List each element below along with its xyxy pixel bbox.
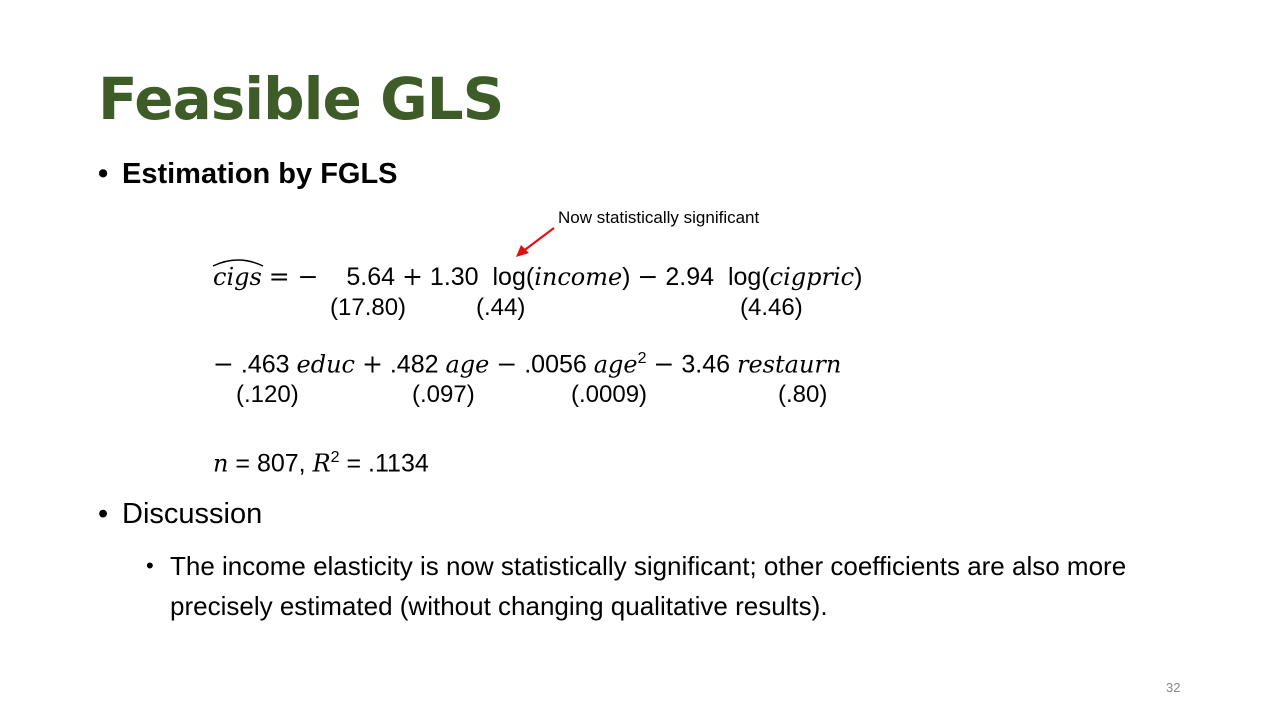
minus-sign: −: [637, 262, 659, 291]
bullet-discussion: • Discussion: [98, 500, 262, 529]
paren-close: ): [854, 263, 863, 291]
var-agesq: age: [593, 350, 638, 379]
equals-minus: = −: [268, 262, 319, 291]
minus-sign: −: [213, 349, 234, 379]
slide-title: Feasible GLS: [98, 65, 504, 133]
r-squared-value: = .1134: [346, 449, 429, 478]
var-cigpric: cigpric: [769, 263, 855, 291]
equation-row-3: n = 807, R2 = .1134: [213, 450, 429, 476]
bullet-estimation: • Estimation by FGLS: [98, 160, 398, 189]
var-income: income: [534, 263, 623, 291]
se-intercept: (17.80): [330, 294, 407, 321]
se-agesq: (.0009): [571, 381, 648, 408]
equation-row-1: cigs = − 5.64 + 1.30 log(income) − 2.94 …: [212, 259, 863, 291]
se-age: (.097): [412, 381, 475, 408]
coef-restaurn: 3.46: [681, 350, 731, 379]
log-fn: log(: [727, 263, 770, 291]
subbullet-dot: •: [146, 553, 154, 578]
equation-row-2: − .463 educ + .482 age − .0056 age2 − 3.…: [213, 351, 841, 377]
cigs-hat: cigs: [212, 259, 264, 291]
var-r: R: [312, 449, 331, 478]
coef-educ: .463: [240, 350, 290, 379]
coef-age: .482: [389, 350, 439, 379]
discussion-subbullet: • The income elasticity is now statistic…: [146, 546, 1196, 626]
plus-sign: +: [402, 262, 423, 291]
se-restaurn: (.80): [778, 381, 828, 408]
coef-income: 1.30: [429, 263, 479, 291]
var-n: n: [213, 449, 229, 478]
annotation-label: Now statistically significant: [558, 208, 760, 227]
exponent: 2: [330, 449, 340, 466]
discussion-text: The income elasticity is now statistical…: [170, 551, 1127, 621]
page-number: 32: [1166, 680, 1181, 695]
coef-cigpric: 2.94: [665, 263, 715, 291]
log-fn: log(: [492, 263, 535, 291]
var-age: age: [445, 350, 490, 379]
paren-close: ): [622, 263, 631, 291]
plus-sign: +: [361, 349, 383, 379]
var-restaurn: restaurn: [737, 350, 842, 379]
coef-intercept: 5.64: [346, 263, 396, 291]
se-income: (.44): [476, 294, 526, 321]
exponent: 2: [637, 350, 647, 367]
bullet-dot: •: [98, 158, 109, 190]
bullet-estimation-text: Estimation by FGLS: [122, 158, 398, 190]
coef-agesq: .0056: [524, 350, 587, 379]
lhs-variable: cigs: [213, 263, 262, 291]
n-value: = 807,: [235, 449, 306, 478]
se-cigpric: (4.46): [740, 294, 803, 321]
annotation-arrow-icon: [516, 227, 555, 257]
bullet-discussion-text: Discussion: [122, 498, 263, 530]
var-educ: educ: [296, 350, 355, 379]
minus-sign: −: [653, 349, 675, 379]
minus-sign: −: [496, 349, 518, 379]
bullet-dot: •: [98, 498, 109, 530]
se-educ: (.120): [236, 381, 299, 408]
hat-icon: [212, 259, 264, 267]
